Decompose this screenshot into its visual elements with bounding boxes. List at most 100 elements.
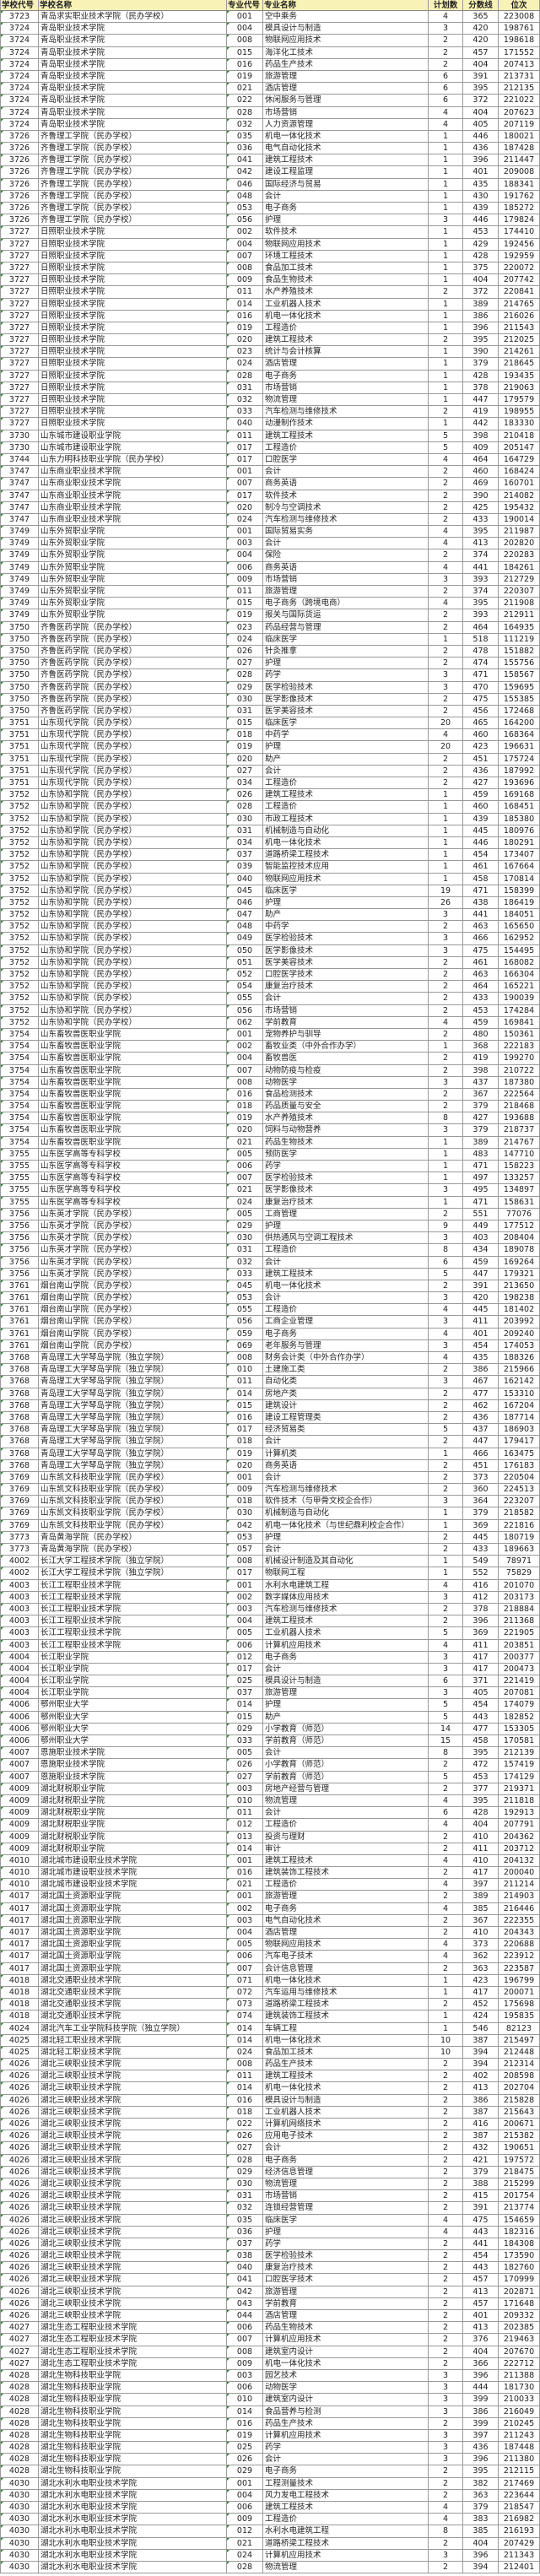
score-line-cell: 420 — [463, 1292, 499, 1304]
major-name-cell: 人力资源管理 — [263, 118, 429, 130]
major-code-cell: 028 — [227, 669, 263, 681]
score-line-cell: 471 — [463, 885, 499, 896]
major-code-cell: 019 — [227, 609, 263, 621]
plan-count-cell: 1 — [429, 801, 463, 813]
major-code-cell: 004 — [227, 238, 263, 250]
table-row: 4027 湖北生态工程职业技术学院 009 机电一体化技术 2 366 222712 — [0, 2357, 540, 2370]
school-code-cell: 3750 — [0, 669, 39, 681]
table-row: 4026 湖北三峡职业技术学院 016 模具设计与制造 2 386 215828 — [0, 2094, 540, 2107]
plan-count-cell: 2 — [429, 1101, 463, 1112]
plan-count-cell: 1 — [429, 238, 463, 250]
table-row: 3750 齐鲁医药学院（民办学校） 026 针灸推拿 2 478 151882 — [0, 645, 540, 658]
rank-cell: 202871 — [499, 2286, 540, 2297]
score-line-cell: 463 — [463, 921, 499, 933]
table-row: 4004 长江职业学院 025 模具设计与制造 6 371 221419 — [0, 1675, 540, 1688]
score-line-cell: 420 — [463, 35, 499, 46]
school-name-cell: 山东现代学院（民办学校） — [39, 729, 227, 741]
score-line-cell: 466 — [463, 1448, 499, 1459]
table-row: 3724 青岛职业技术学院 008 物联网应用技术 2 420 198618 — [0, 35, 540, 47]
school-name-cell: 齐鲁医药学院（民办学校） — [39, 681, 227, 693]
school-name-cell: 湖北三峡职业技术学院 — [39, 2178, 227, 2190]
major-name-cell: 计算机应用技术 — [263, 1639, 429, 1651]
table-row: 3749 山东外贸职业学院 004 保险 2 374 220283 — [0, 549, 540, 562]
plan-count-cell: 1 — [429, 190, 463, 202]
school-code-cell: 3768 — [0, 1376, 39, 1388]
table-row: 4003 长江工程职业技术学院 003 汽车检测与维修技术 2 378 218884 — [0, 1603, 540, 1616]
plan-count-cell: 4 — [429, 453, 463, 466]
plan-count-cell: 2 — [429, 2286, 463, 2297]
major-code-cell: 030 — [227, 693, 263, 705]
table-header: 学校代号 学校名称 专业代号 专业名称 计划数 分数线 位次 — [0, 0, 540, 11]
score-line-cell: 444 — [463, 2382, 499, 2394]
score-line-cell: 401 — [463, 2310, 499, 2322]
school-code-cell: 3752 — [0, 861, 39, 873]
score-line-cell: 394 — [463, 2046, 499, 2059]
school-code-cell: 3756 — [0, 1232, 39, 1244]
rank-cell: 173407 — [499, 849, 540, 861]
table-row: 3756 山东英才学院（民办学校） 030 供热通风与空调工程技术 3 403 208404 — [0, 1232, 540, 1245]
table-row: 3761 烟台南山学院（民办学校） 045 机电一体化技术 2 391 213650 — [0, 1280, 540, 1293]
major-name-cell: 食品加工技术 — [263, 2046, 429, 2059]
major-name-cell: 畜牧业类（中外合作办学） — [263, 1041, 429, 1053]
major-code-cell: 001 — [227, 1854, 263, 1867]
table-row: 3727 日照职业技术学院 032 物流管理 1 447 179579 — [0, 394, 540, 407]
plan-count-cell: 2 — [429, 1484, 463, 1496]
rank-cell: 190039 — [499, 993, 540, 1004]
score-line-cell: 419 — [463, 406, 499, 418]
major-name-cell: 学前教育 — [263, 1016, 429, 1028]
major-name-cell: 食品加工技术 — [263, 262, 429, 274]
school-name-cell: 长江工程职业技术学院 — [39, 1603, 227, 1615]
table-row: 3755 山东医学高等专科学校 024 康复治疗技术 1 471 158631 — [0, 1196, 540, 1209]
rank-cell: 219063 — [499, 382, 540, 393]
score-line-cell: 461 — [463, 861, 499, 873]
table-row: 3751 山东现代学院（民办学校） 019 护理 20 423 196631 — [0, 741, 540, 754]
plan-count-cell: 6 — [429, 1675, 463, 1687]
major-name-cell: 机电一体化技术（与世纪鼎利校企合作） — [263, 1519, 429, 1531]
plan-count-cell: 2 — [429, 2119, 463, 2130]
table-row: 4028 湖北生物科技职业学院 016 药品生产技术 2 399 210245 — [0, 2417, 540, 2430]
school-name-cell: 湖北水利水电职业技术学院 — [39, 2514, 227, 2525]
school-code-cell: 4017 — [0, 1914, 39, 1926]
rank-cell: 211368 — [499, 1615, 540, 1627]
table-row: 4017 湖北国土资源职业学院 004 酒店管理 2 410 204343 — [0, 1927, 540, 1940]
plan-count-cell: 1 — [429, 274, 463, 286]
score-line-cell: 460 — [463, 729, 499, 741]
rank-cell: 221905 — [499, 1627, 540, 1639]
school-name-cell: 山东力明科技职业学院（民办学校） — [39, 453, 227, 466]
table-row: 3726 齐鲁理工学院（民办学校） 053 电子商务 1 439 185272 — [0, 203, 540, 215]
major-code-cell: 036 — [227, 2226, 263, 2238]
major-name-cell: 电子商务 — [263, 1902, 429, 1914]
major-code-cell: 028 — [227, 370, 263, 382]
plan-count-cell: 4 — [429, 1016, 463, 1028]
table-row: 4018 湖北交通职业技术学院 074 建筑装饰工程技术 1 424 195835 — [0, 2010, 540, 2023]
school-name-cell: 湖北财税职业学院 — [39, 1843, 227, 1854]
plan-count-cell: 4 — [429, 1939, 463, 1951]
major-code-cell: 069 — [227, 1339, 263, 1351]
school-name-cell: 青岛理工大学琴岛学院（独立学院） — [39, 1436, 227, 1448]
score-line-cell: 471 — [463, 1161, 499, 1172]
major-code-cell: 025 — [227, 2442, 263, 2454]
table-row: 4003 长江工程职业技术学院 006 计算机应用技术 4 411 203851 — [0, 1639, 540, 1652]
school-name-cell: 山东畜牧兽医职业学院 — [39, 1053, 227, 1064]
score-line-cell: 389 — [463, 298, 499, 310]
plan-count-cell: 1 — [429, 178, 463, 190]
major-name-cell: 康复治疗技术 — [263, 981, 429, 993]
plan-count-cell: 20 — [429, 717, 463, 729]
major-name-cell: 建设工程管理类 — [263, 1411, 429, 1424]
school-name-cell: 齐鲁理工学院（民办学校） — [39, 130, 227, 143]
plan-count-cell: 2 — [429, 2297, 463, 2309]
rank-cell: 218547 — [499, 2502, 540, 2514]
major-code-cell: 029 — [227, 2465, 263, 2477]
major-name-cell: 建筑设计 — [263, 1399, 429, 1411]
table-row: 3749 山东外贸职业学院 015 电子商务（跨境电商） 4 395 211908 — [0, 598, 540, 610]
major-name-cell: 护理 — [263, 741, 429, 753]
table-row: 4028 湖北生物科技职业学院 026 会计 3 396 211380 — [0, 2454, 540, 2466]
table-row: 3761 烟台南山学院（民办学校） 055 工程造价 4 445 181402 — [0, 1304, 540, 1317]
school-code-cell: 4017 — [0, 1927, 39, 1939]
table-row: 4026 湖北三峡职业技术学院 037 药学 2 441 184308 — [0, 2238, 540, 2251]
school-code-cell: 4026 — [0, 2297, 39, 2309]
school-code-cell: 4007 — [0, 1771, 39, 1783]
school-code-cell: 3752 — [0, 1004, 39, 1016]
school-code-cell: 3727 — [0, 262, 39, 274]
major-code-cell: 056 — [227, 1316, 263, 1328]
